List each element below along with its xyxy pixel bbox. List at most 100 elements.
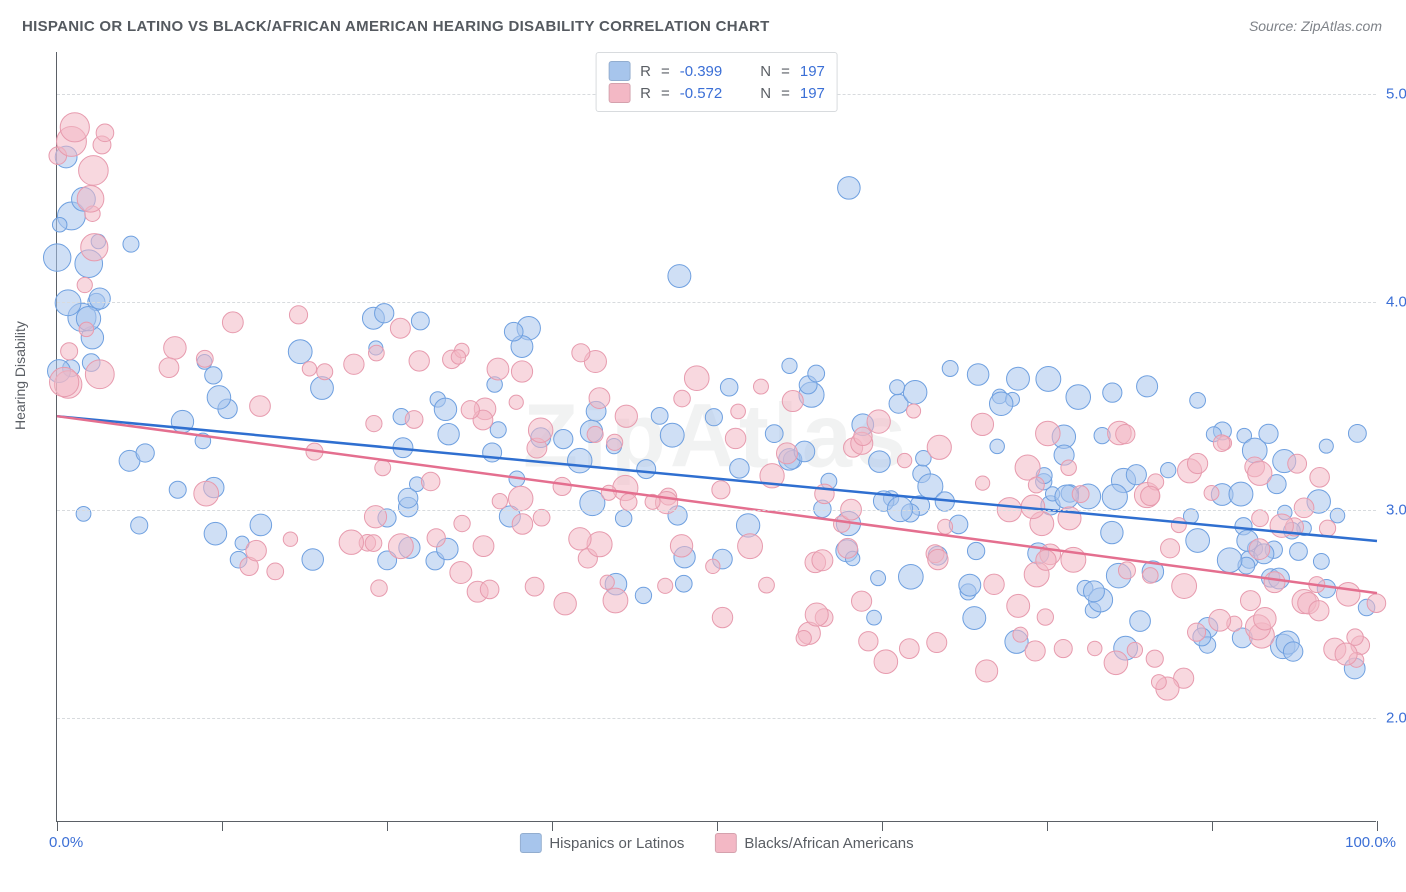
scatter-point-hispanics	[1229, 482, 1253, 506]
scatter-point-hispanics	[131, 517, 148, 534]
scatter-point-blacks	[759, 577, 775, 593]
scatter-point-hispanics	[898, 564, 923, 589]
scatter-point-blacks	[159, 358, 179, 378]
scatter-point-blacks	[77, 185, 104, 212]
scatter-point-blacks	[753, 379, 768, 394]
scatter-point-blacks	[928, 549, 948, 569]
scatter-point-blacks	[615, 405, 637, 427]
legend-eq: =	[661, 85, 670, 102]
scatter-point-hispanics	[567, 448, 591, 472]
scatter-point-hispanics	[554, 429, 573, 448]
scatter-point-blacks	[1254, 607, 1276, 629]
x-tick-mark	[57, 821, 58, 831]
series-swatch-hispanics-icon	[519, 833, 541, 853]
scatter-point-hispanics	[169, 481, 186, 498]
series-legend: Hispanics or LatinosBlacks/African Ameri…	[519, 833, 913, 853]
scatter-point-blacks	[1161, 539, 1180, 558]
x-tick-mark	[1047, 821, 1048, 831]
scatter-point-blacks	[246, 540, 267, 561]
scatter-point-blacks	[1104, 651, 1128, 675]
scatter-point-hispanics	[76, 506, 91, 521]
scatter-point-blacks	[366, 415, 382, 431]
scatter-point-blacks	[450, 562, 472, 584]
scatter-point-hispanics	[1259, 424, 1278, 443]
scatter-point-blacks	[738, 534, 763, 559]
scatter-point-blacks	[674, 390, 691, 407]
scatter-point-blacks	[796, 631, 811, 646]
scatter-point-blacks	[874, 650, 898, 674]
scatter-point-blacks	[388, 534, 413, 559]
scatter-point-blacks	[971, 413, 993, 435]
x-axis-min-label: 0.0%	[49, 834, 83, 851]
scatter-point-blacks	[670, 535, 692, 557]
gridline-h	[57, 718, 1376, 719]
scatter-point-blacks	[317, 364, 333, 380]
scatter-point-blacks	[603, 588, 628, 613]
legend-R-label: R	[640, 85, 651, 102]
scatter-point-blacks	[572, 344, 590, 362]
scatter-point-blacks	[976, 660, 998, 682]
legend-eq: =	[781, 85, 790, 102]
scatter-point-blacks	[50, 367, 79, 396]
scatter-point-blacks	[587, 426, 603, 442]
scatter-point-blacks	[461, 401, 479, 419]
scatter-point-blacks	[1367, 594, 1386, 613]
scatter-point-hispanics	[1283, 642, 1302, 661]
scatter-point-blacks	[897, 453, 911, 467]
scatter-point-blacks	[525, 577, 544, 596]
scatter-point-blacks	[838, 538, 858, 558]
scatter-point-hispanics	[398, 488, 418, 508]
scatter-point-blacks	[601, 485, 616, 500]
scatter-point-hispanics	[967, 364, 989, 386]
scatter-point-hispanics	[55, 290, 81, 316]
scatter-point-blacks	[1118, 562, 1135, 579]
scatter-point-hispanics	[668, 265, 691, 288]
scatter-point-blacks	[975, 476, 989, 490]
scatter-point-hispanics	[52, 217, 67, 232]
scatter-point-blacks	[508, 486, 533, 511]
source-link[interactable]: ZipAtlas.com	[1301, 18, 1382, 34]
scatter-point-blacks	[620, 494, 637, 511]
scatter-point-blacks	[1013, 627, 1028, 642]
scatter-point-hispanics	[1190, 392, 1206, 408]
scatter-point-blacks	[1151, 675, 1166, 690]
legend-swatch-blacks-icon	[608, 83, 630, 103]
scatter-point-blacks	[1309, 601, 1329, 621]
scatter-point-blacks	[1054, 640, 1072, 658]
scatter-point-hispanics	[44, 244, 71, 271]
scatter-point-hispanics	[504, 322, 523, 341]
y-axis-label: Hearing Disability	[12, 321, 28, 430]
scatter-point-blacks	[1127, 642, 1142, 657]
scatter-point-blacks	[81, 234, 108, 261]
scatter-point-blacks	[553, 477, 571, 495]
scatter-point-blacks	[607, 434, 623, 450]
legend-N-value-blacks: 197	[800, 85, 825, 102]
scatter-point-blacks	[1188, 623, 1206, 641]
chart-area: ZipAtlas R=-0.399N=197R=-0.572N=197 0.0%…	[56, 52, 1376, 822]
scatter-point-blacks	[907, 404, 921, 418]
scatter-point-blacks	[782, 391, 803, 412]
legend-R-value-blacks: -0.572	[680, 85, 723, 102]
scatter-point-hispanics	[490, 422, 506, 438]
scatter-point-hispanics	[890, 380, 905, 395]
scatter-point-blacks	[1335, 643, 1357, 665]
scatter-point-blacks	[984, 574, 1004, 594]
scatter-point-hispanics	[1319, 439, 1333, 453]
scatter-point-blacks	[250, 396, 271, 417]
correlation-legend: R=-0.399N=197R=-0.572N=197	[595, 52, 838, 112]
scatter-point-hispanics	[808, 365, 825, 382]
scatter-point-blacks	[1252, 510, 1269, 527]
scatter-point-blacks	[339, 530, 363, 554]
scatter-point-hispanics	[869, 451, 891, 473]
scatter-point-blacks	[302, 362, 316, 376]
scatter-point-blacks	[1209, 609, 1231, 631]
scatter-point-blacks	[1072, 486, 1089, 503]
scatter-point-blacks	[1310, 468, 1330, 488]
scatter-point-blacks	[812, 550, 833, 571]
scatter-point-blacks	[1142, 568, 1158, 584]
scatter-point-blacks	[731, 404, 746, 419]
series-label-blacks: Blacks/African Americans	[744, 835, 913, 852]
scatter-point-hispanics	[1036, 367, 1061, 392]
legend-N-label: N	[760, 63, 771, 80]
legend-R-label: R	[640, 63, 651, 80]
